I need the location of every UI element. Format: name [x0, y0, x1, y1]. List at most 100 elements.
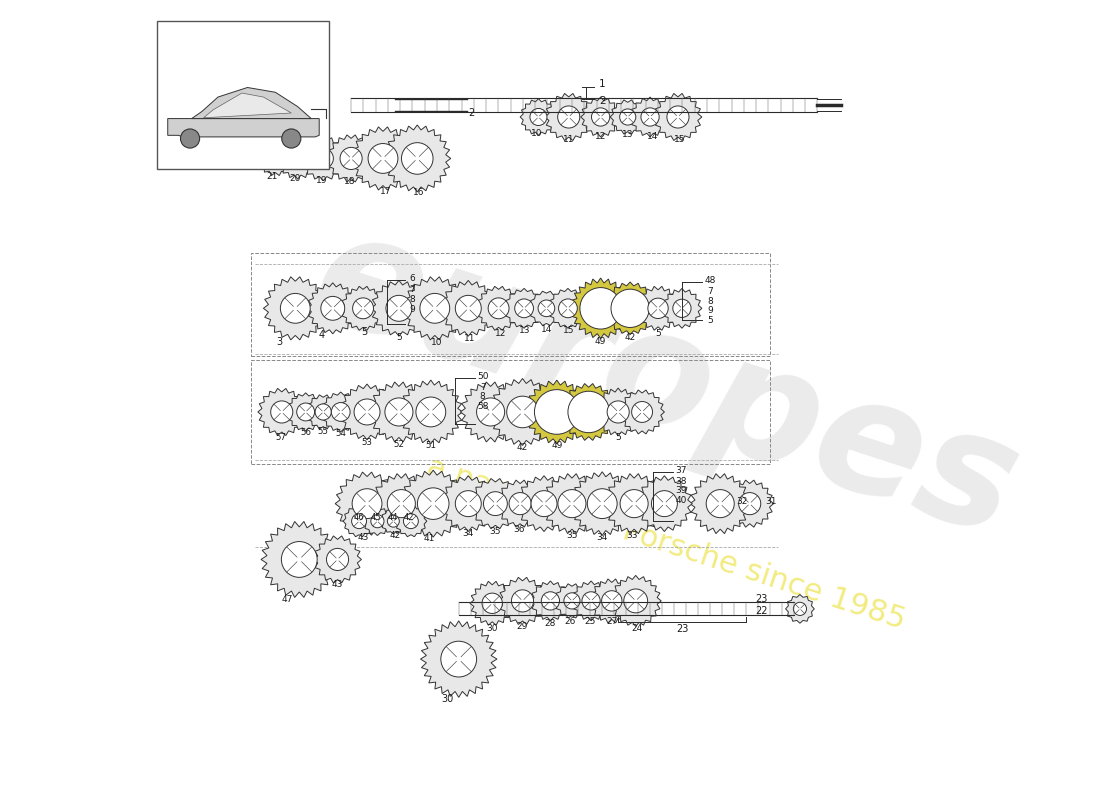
Text: 15: 15 [674, 135, 685, 144]
Circle shape [580, 287, 622, 329]
Text: 56: 56 [300, 428, 311, 437]
Text: 6: 6 [409, 274, 416, 283]
Text: 50: 50 [477, 371, 488, 381]
Circle shape [793, 602, 806, 615]
Text: 30: 30 [441, 694, 453, 704]
Polygon shape [541, 474, 602, 534]
Text: 17: 17 [379, 186, 392, 196]
Text: 53: 53 [362, 438, 373, 446]
Polygon shape [363, 507, 392, 535]
Polygon shape [726, 480, 773, 527]
Polygon shape [191, 87, 311, 118]
Circle shape [610, 289, 649, 327]
Circle shape [541, 592, 560, 610]
Polygon shape [560, 383, 617, 440]
Polygon shape [594, 388, 642, 436]
Circle shape [592, 108, 609, 126]
Circle shape [352, 514, 366, 529]
Circle shape [619, 109, 636, 125]
Polygon shape [590, 579, 634, 623]
Circle shape [538, 300, 554, 317]
Polygon shape [496, 480, 544, 527]
Polygon shape [307, 283, 359, 334]
Polygon shape [619, 390, 664, 434]
Text: 2: 2 [598, 96, 605, 106]
Text: 39: 39 [675, 486, 686, 495]
Circle shape [455, 295, 482, 322]
Polygon shape [581, 97, 620, 137]
Circle shape [587, 489, 617, 518]
Polygon shape [204, 93, 292, 118]
Text: 10: 10 [531, 130, 542, 138]
Circle shape [354, 399, 379, 425]
Text: 27: 27 [606, 617, 617, 626]
Circle shape [420, 294, 450, 323]
Text: 15: 15 [563, 326, 574, 335]
Circle shape [531, 490, 557, 517]
Circle shape [507, 396, 538, 428]
Polygon shape [570, 278, 631, 338]
Text: 8: 8 [707, 297, 713, 306]
Text: 42: 42 [389, 531, 400, 540]
Polygon shape [544, 94, 593, 141]
Text: 35: 35 [490, 527, 502, 536]
Polygon shape [571, 581, 610, 621]
Text: 31: 31 [766, 497, 777, 506]
Polygon shape [420, 621, 497, 698]
Text: 16: 16 [414, 188, 425, 198]
Text: 14: 14 [541, 325, 552, 334]
Bar [252, 360, 770, 464]
Circle shape [602, 590, 621, 611]
Text: 9: 9 [707, 306, 713, 315]
Bar [157, 22, 329, 169]
Text: 3: 3 [276, 337, 283, 347]
Text: 34: 34 [596, 533, 608, 542]
Text: 4: 4 [319, 330, 324, 341]
Circle shape [667, 106, 689, 128]
Text: 30: 30 [486, 623, 498, 633]
Text: 8: 8 [480, 392, 485, 402]
Text: 38: 38 [675, 477, 686, 486]
Circle shape [280, 294, 310, 323]
Text: a passion for Porsche since 1985: a passion for Porsche since 1985 [424, 452, 909, 634]
Bar [252, 253, 770, 356]
Circle shape [648, 298, 668, 318]
Circle shape [386, 295, 411, 322]
Text: 42: 42 [625, 334, 636, 342]
Text: 57: 57 [275, 433, 286, 442]
Text: 14: 14 [647, 132, 658, 141]
Circle shape [582, 592, 601, 610]
Polygon shape [516, 476, 572, 531]
Circle shape [331, 402, 350, 422]
Circle shape [282, 129, 301, 148]
Circle shape [288, 149, 307, 168]
Text: 51: 51 [426, 441, 437, 450]
Polygon shape [371, 474, 431, 534]
Circle shape [558, 490, 586, 518]
Text: 5: 5 [396, 334, 402, 342]
Circle shape [515, 299, 534, 318]
Text: 49: 49 [551, 441, 562, 450]
Circle shape [706, 490, 734, 518]
Polygon shape [490, 378, 556, 446]
Text: 13: 13 [519, 326, 530, 335]
Text: 45: 45 [371, 514, 381, 522]
Circle shape [482, 593, 503, 614]
Text: 5: 5 [656, 330, 661, 338]
Circle shape [315, 404, 331, 420]
Text: 55: 55 [318, 426, 329, 435]
Polygon shape [371, 281, 427, 336]
Circle shape [340, 147, 362, 170]
Polygon shape [257, 142, 293, 175]
Text: 7: 7 [409, 286, 416, 294]
Circle shape [314, 148, 333, 169]
Polygon shape [554, 584, 590, 618]
Circle shape [535, 390, 579, 434]
Text: 44: 44 [387, 514, 398, 522]
Polygon shape [321, 392, 361, 432]
Circle shape [297, 403, 315, 421]
Polygon shape [610, 100, 646, 134]
Text: 5: 5 [615, 433, 622, 442]
Polygon shape [399, 470, 466, 537]
Polygon shape [314, 536, 362, 583]
